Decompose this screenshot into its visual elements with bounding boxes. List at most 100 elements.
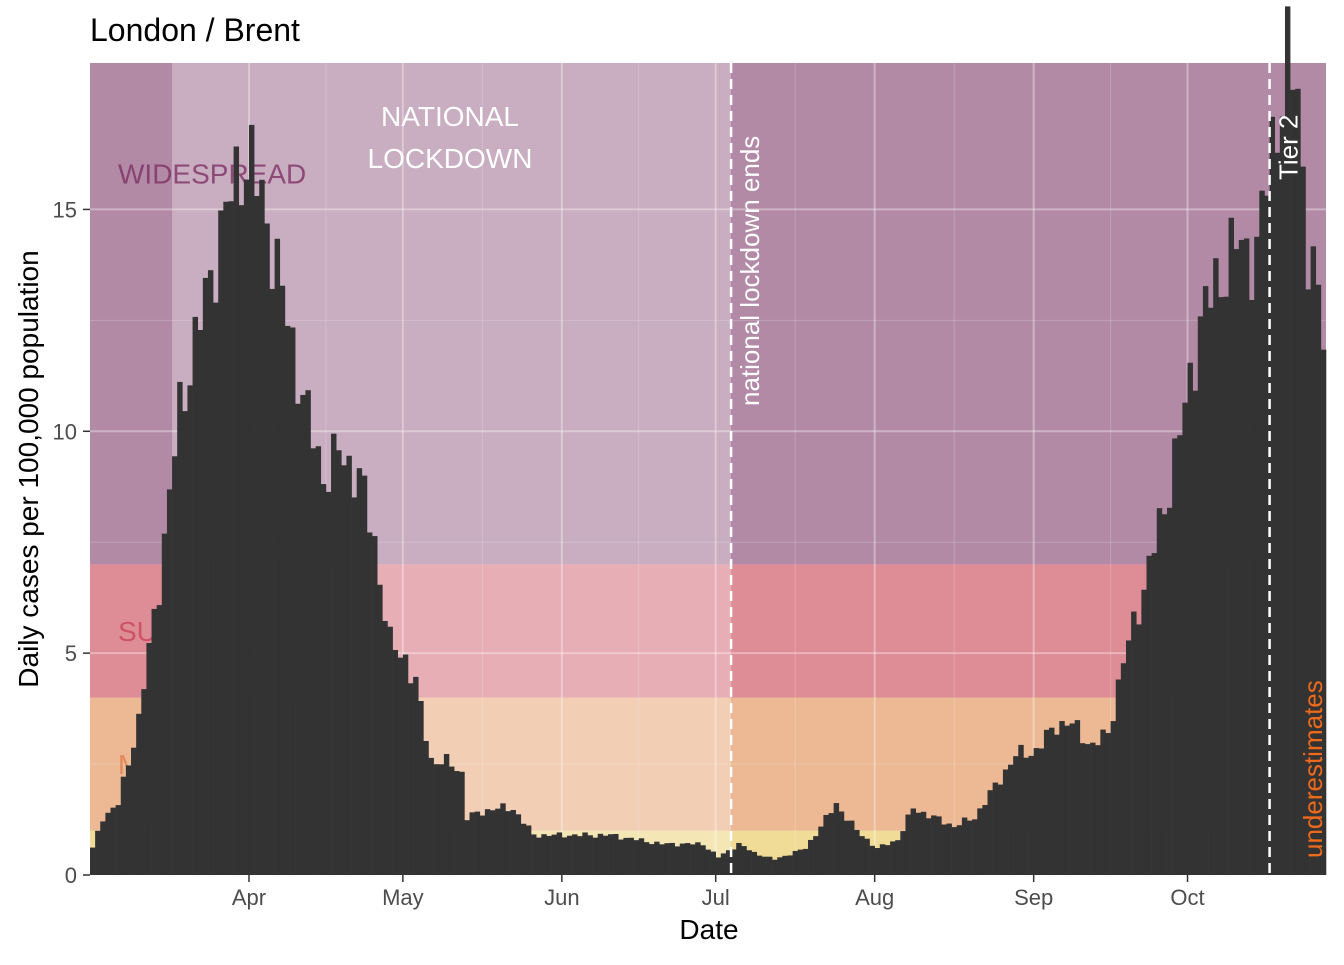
- bar: [808, 839, 814, 875]
- bar: [607, 834, 614, 875]
- bar: [566, 835, 573, 875]
- bar: [977, 808, 983, 875]
- bar: [618, 839, 624, 875]
- bar: [1090, 742, 1096, 875]
- bar: [361, 475, 368, 875]
- y-tick-label-3: 15: [53, 197, 77, 222]
- bar: [849, 820, 855, 875]
- bar: [207, 270, 214, 876]
- bar: [1172, 438, 1178, 875]
- bar: [869, 845, 875, 875]
- bar: [423, 740, 429, 875]
- bar: [356, 468, 363, 875]
- bar: [100, 821, 106, 875]
- bar: [90, 847, 96, 875]
- bar: [1074, 720, 1081, 875]
- bar: [1038, 748, 1045, 875]
- bar: [192, 316, 198, 875]
- bar: [413, 676, 419, 875]
- bar: [1156, 508, 1163, 875]
- bar: [484, 809, 491, 875]
- bar: [443, 754, 450, 875]
- bar: [531, 834, 537, 875]
- bar: [284, 325, 291, 875]
- bar: [1269, 116, 1276, 875]
- bar: [454, 771, 460, 875]
- bar: [1013, 756, 1019, 875]
- bar: [1228, 217, 1234, 875]
- bar: [1100, 729, 1106, 875]
- bar: [684, 843, 691, 875]
- bar: [1008, 764, 1014, 875]
- bar: [505, 811, 511, 875]
- case-bars: [90, 6, 1327, 876]
- bar: [546, 835, 552, 875]
- bar: [674, 846, 681, 875]
- bar: [1284, 6, 1291, 875]
- bar: [792, 850, 799, 875]
- bar: [633, 840, 640, 875]
- bar: [131, 747, 137, 875]
- bar: [1110, 721, 1117, 875]
- x-tick-label-4: Aug: [855, 885, 894, 910]
- bar: [351, 497, 357, 875]
- bar: [1177, 435, 1183, 875]
- bar: [756, 855, 763, 875]
- y-tick-label-2: 10: [53, 419, 77, 444]
- bar: [659, 844, 665, 875]
- bar: [1202, 286, 1209, 875]
- bar: [187, 385, 193, 875]
- x-tick-label-6: Oct: [1170, 885, 1204, 910]
- bar: [690, 844, 696, 875]
- bar: [402, 654, 409, 875]
- y-axis-label: Daily cases per 100,000 population: [13, 250, 44, 687]
- bar: [1115, 679, 1122, 875]
- bar: [664, 843, 670, 875]
- bar: [1018, 744, 1024, 875]
- bar: [864, 838, 870, 875]
- bar: [269, 288, 275, 875]
- plot-panel: MODERATESUBSTANTIALWIDESPREAD national l…: [90, 6, 1328, 876]
- bar: [628, 837, 634, 875]
- bar: [833, 803, 840, 875]
- bar: [1279, 116, 1286, 875]
- bar: [766, 856, 773, 875]
- bar: [915, 812, 922, 875]
- bar: [1197, 316, 1204, 875]
- bar: [972, 819, 978, 875]
- bar: [823, 814, 829, 875]
- bar: [156, 605, 163, 875]
- bar: [1254, 236, 1260, 876]
- bar: [602, 835, 609, 875]
- bar: [166, 489, 173, 875]
- bar: [956, 825, 963, 875]
- x-tick-label-5: Sep: [1014, 885, 1053, 910]
- y-tick-label-0: 0: [65, 863, 77, 888]
- bar: [1095, 745, 1101, 875]
- bar: [854, 829, 860, 875]
- bar: [895, 840, 901, 875]
- bar: [161, 533, 168, 875]
- bar: [982, 805, 988, 875]
- bar: [274, 238, 281, 875]
- bar: [905, 814, 911, 875]
- bar: [397, 657, 404, 875]
- bar: [572, 834, 578, 875]
- bar: [136, 713, 142, 875]
- bar: [1105, 733, 1111, 875]
- bar: [254, 196, 260, 875]
- bar: [700, 845, 706, 875]
- bar: [1146, 555, 1152, 875]
- bar: [392, 649, 399, 875]
- bar: [946, 823, 952, 875]
- bar: [936, 816, 942, 875]
- bar: [1274, 152, 1281, 875]
- bar: [120, 776, 127, 875]
- bar: [315, 446, 322, 875]
- bar: [490, 810, 496, 875]
- bar: [1243, 238, 1250, 876]
- x-axis: Apr May Jun Jul Aug Sep Oct: [232, 875, 1205, 910]
- bar: [577, 836, 583, 875]
